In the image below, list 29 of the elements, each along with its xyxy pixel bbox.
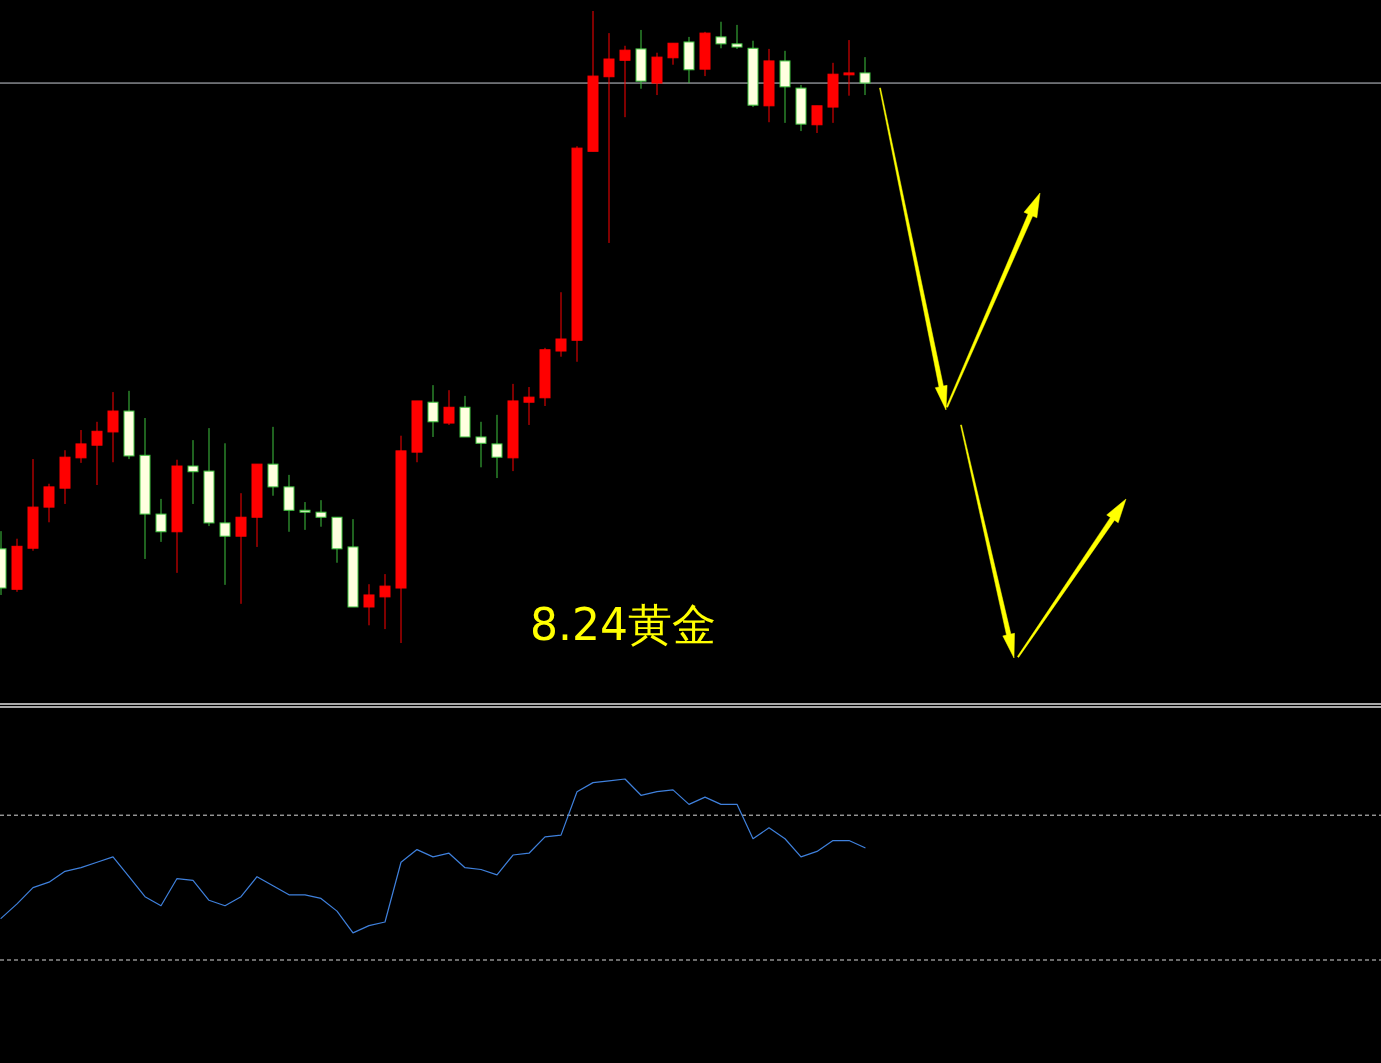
candlestick [107, 391, 119, 463]
candlestick [555, 291, 567, 358]
candlestick [731, 24, 743, 50]
candlestick [219, 442, 231, 586]
candlestick [379, 573, 391, 630]
candlestick [427, 384, 439, 438]
candlestick [667, 42, 679, 66]
candlestick [187, 439, 199, 505]
candlestick [75, 429, 87, 464]
candlestick [603, 32, 615, 244]
candlestick [859, 56, 871, 96]
candlestick [363, 583, 375, 626]
candlestick [443, 389, 455, 426]
candlestick [523, 386, 535, 426]
candlestick [475, 421, 487, 468]
text: 8.24黄金 [530, 599, 716, 650]
candlestick [811, 105, 823, 134]
candlestick [267, 426, 279, 497]
candlestick [619, 45, 631, 118]
candlestick [843, 39, 855, 97]
candlestick [235, 492, 247, 605]
candlestick [299, 501, 311, 531]
candlestick [715, 21, 727, 49]
candlestick [155, 498, 167, 543]
candlestick [315, 499, 327, 528]
candlestick [91, 421, 103, 486]
candlestick [491, 414, 503, 479]
candlestick [283, 474, 295, 533]
candlestick [43, 483, 55, 523]
